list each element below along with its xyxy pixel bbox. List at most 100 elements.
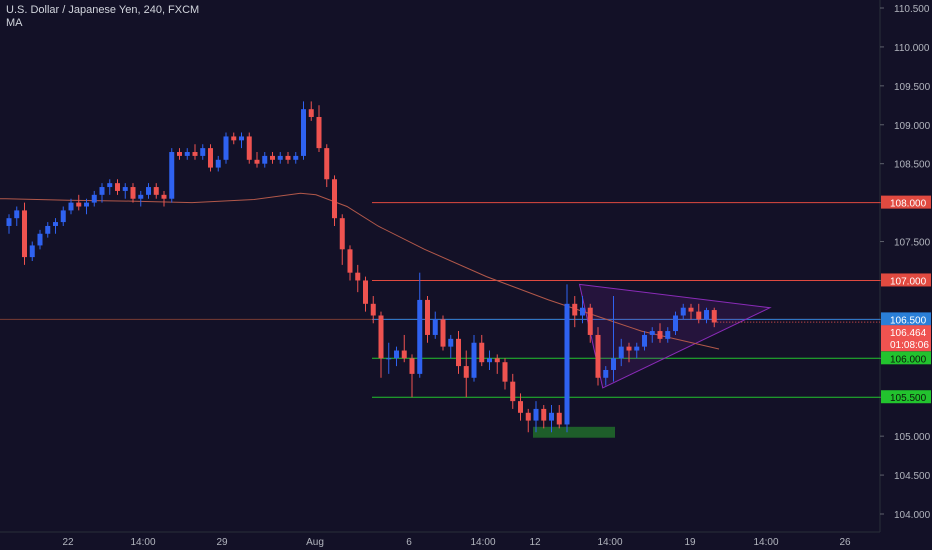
candle-body — [502, 362, 508, 382]
level-price-label-bg — [881, 351, 931, 365]
candle-body — [277, 155, 283, 160]
candle-body — [192, 152, 198, 156]
candle-body — [53, 222, 58, 226]
candle-body — [208, 148, 213, 168]
moving-average-line — [0, 192, 720, 350]
x-tick-label: 19 — [684, 537, 696, 548]
candle-body — [246, 136, 252, 160]
current-price-label: 106.464 — [890, 328, 927, 339]
candle-body — [541, 408, 547, 421]
candle-body — [525, 412, 531, 421]
candle-body — [479, 342, 485, 363]
candle-body — [84, 202, 89, 207]
candle-body — [432, 319, 438, 335]
candles — [6, 101, 717, 433]
candle-body — [316, 116, 322, 149]
candle-body — [564, 303, 570, 425]
candle-body — [339, 218, 345, 250]
candle-body — [130, 187, 136, 199]
countdown-label: 01:08:06 — [890, 340, 929, 351]
candle-body — [29, 245, 35, 258]
candle-body — [572, 303, 578, 316]
candle-body — [107, 183, 113, 188]
candle-body — [680, 307, 686, 316]
y-tick-label: 107.500 — [894, 238, 931, 249]
candle-body — [688, 307, 694, 312]
level-price-label: 106.000 — [890, 354, 927, 365]
x-tick-label: Aug — [306, 537, 324, 548]
candle-body — [370, 303, 376, 316]
y-tick-label: 109.500 — [894, 82, 931, 93]
candle-body — [177, 152, 182, 156]
candle-body — [518, 401, 523, 413]
candle-body — [285, 155, 291, 160]
level-price-label-bg — [881, 390, 931, 404]
candle-body — [138, 194, 144, 199]
candle-body — [673, 315, 678, 332]
level-price-label-bg — [881, 273, 931, 287]
candle-body — [14, 210, 20, 219]
candle-body — [99, 187, 105, 195]
x-tick-label: 14:00 — [753, 537, 778, 548]
level-price-label: 108.000 — [890, 199, 927, 210]
y-tick-label: 105.000 — [894, 432, 931, 443]
candle-body — [409, 358, 415, 374]
candle-body — [161, 194, 167, 199]
x-tick-label: 29 — [216, 537, 228, 548]
candle-body — [510, 381, 516, 402]
candle-body — [711, 310, 717, 323]
candle-body — [378, 315, 384, 359]
candle-body — [355, 272, 361, 281]
candle-body — [332, 179, 337, 219]
candle-body — [425, 299, 430, 335]
candle-body — [363, 280, 368, 304]
candle-body — [533, 408, 539, 421]
candle-body — [37, 233, 43, 246]
current-price-bg — [881, 325, 931, 352]
candle-body — [60, 210, 66, 223]
candle-body — [556, 412, 562, 425]
candle-body — [146, 187, 151, 195]
candle-body — [657, 331, 663, 339]
x-tick-label: 14:00 — [130, 537, 155, 548]
candle-body — [153, 187, 159, 195]
candle-body — [587, 307, 593, 335]
candle-body — [76, 202, 82, 207]
triangle-pattern — [578, 283, 772, 389]
level-price-label: 107.000 — [890, 276, 927, 287]
candle-body — [595, 334, 601, 378]
candle-body — [704, 310, 709, 320]
candle-body — [115, 183, 120, 191]
blue-level-price-label-bg — [881, 312, 931, 326]
candle-body — [448, 338, 454, 347]
level-price-label-bg — [881, 195, 931, 209]
candle-body — [456, 338, 461, 367]
chart-legend: U.S. Dollar / Japanese Yen, 240, FXCM MA — [6, 4, 199, 30]
candle-body — [68, 202, 74, 211]
y-tick-label: 110.500 — [894, 4, 930, 15]
symbol-title: U.S. Dollar / Japanese Yen, 240, FXCM — [6, 4, 200, 16]
candle-body — [494, 358, 500, 363]
y-tick-label: 104.000 — [894, 510, 931, 521]
candle-body — [549, 412, 554, 421]
candle-body — [184, 152, 190, 156]
candle-body — [122, 187, 128, 191]
candle-body — [200, 148, 206, 156]
x-tick-label: 6 — [406, 537, 412, 548]
candle-body — [386, 358, 392, 360]
x-tick-label: 14:00 — [470, 537, 495, 548]
x-tick-label: 22 — [62, 537, 74, 548]
candle-body — [649, 331, 655, 335]
candle-body — [22, 210, 27, 258]
candle-body — [324, 148, 330, 180]
candle-body — [642, 334, 647, 347]
level-price-label: 105.500 — [890, 393, 927, 404]
candle-body — [440, 319, 446, 347]
candle-body — [308, 109, 314, 117]
candle-body — [91, 194, 97, 203]
candle-body — [169, 152, 175, 199]
candle-body — [471, 342, 477, 378]
blue-level-price-label: 106.500 — [890, 315, 927, 326]
y-tick-label: 109.000 — [894, 121, 931, 132]
